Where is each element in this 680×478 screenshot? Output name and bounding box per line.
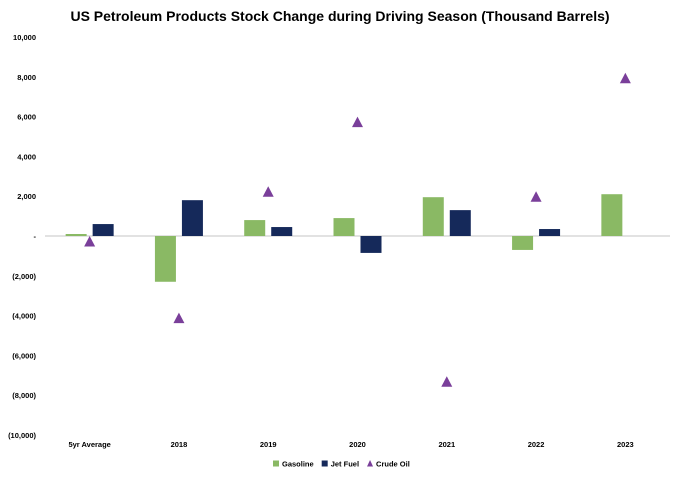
marker-crude-oil bbox=[352, 116, 363, 128]
bar-gasoline bbox=[601, 194, 623, 236]
y-tick-label: (10,000) bbox=[8, 431, 36, 440]
y-tick-label: 8,000 bbox=[17, 73, 36, 82]
x-tick-label: 2023 bbox=[617, 440, 634, 449]
markers bbox=[84, 72, 631, 387]
legend-swatch-crude-oil bbox=[367, 460, 374, 467]
legend-label-jet-fuel: Jet Fuel bbox=[331, 460, 359, 469]
y-tick-label: (6,000) bbox=[12, 351, 36, 360]
bar-gasoline bbox=[65, 234, 87, 236]
marker-crude-oil bbox=[619, 72, 631, 84]
y-tick-label: (2,000) bbox=[12, 272, 36, 281]
bar-jet-fuel bbox=[449, 210, 471, 236]
y-tick-label: 4,000 bbox=[17, 152, 36, 161]
x-tick-label: 2022 bbox=[528, 440, 545, 449]
legend: Gasoline Jet Fuel Crude Oil bbox=[273, 460, 410, 469]
legend-label-gasoline: Gasoline bbox=[282, 460, 314, 469]
y-tick-label: - bbox=[34, 232, 37, 241]
y-tick-label: (4,000) bbox=[12, 312, 36, 321]
y-tick-label: 6,000 bbox=[17, 113, 36, 122]
marker-crude-oil bbox=[84, 235, 96, 247]
x-tick-label: 2018 bbox=[171, 440, 188, 449]
x-tick-label: 2021 bbox=[438, 440, 455, 449]
y-tick-label: 10,000 bbox=[13, 33, 36, 42]
chart-title: US Petroleum Products Stock Change durin… bbox=[70, 8, 609, 24]
x-axis: 5yr Average 2018 2019 2020 2021 2022 2023 bbox=[68, 440, 633, 449]
bars bbox=[65, 194, 623, 282]
bar-jet-fuel bbox=[539, 229, 561, 236]
bar-jet-fuel bbox=[271, 227, 293, 236]
legend-label-crude-oil: Crude Oil bbox=[376, 460, 410, 469]
legend-swatch-jet-fuel bbox=[321, 460, 328, 467]
x-tick-label: 2020 bbox=[349, 440, 366, 449]
bar-gasoline bbox=[244, 220, 266, 236]
marker-crude-oil bbox=[530, 191, 542, 202]
bar-gasoline bbox=[512, 236, 534, 250]
marker-crude-oil bbox=[173, 312, 185, 324]
y-axis: 10,000 8,000 6,000 4,000 2,000 - (2,000) (4,000… bbox=[8, 33, 36, 440]
bar-gasoline bbox=[154, 236, 176, 282]
marker-crude-oil bbox=[441, 376, 453, 387]
y-tick-label: (8,000) bbox=[12, 391, 36, 400]
x-tick-label: 2019 bbox=[260, 440, 277, 449]
bar-jet-fuel bbox=[360, 236, 382, 253]
bar-gasoline bbox=[333, 218, 355, 236]
bar-gasoline bbox=[422, 197, 444, 236]
bar-jet-fuel bbox=[181, 200, 203, 236]
legend-swatch-gasoline bbox=[273, 460, 279, 467]
y-tick-label: 2,000 bbox=[17, 192, 36, 201]
marker-crude-oil bbox=[262, 186, 274, 197]
x-tick-label: 5yr Average bbox=[68, 440, 110, 449]
bar-jet-fuel bbox=[92, 224, 114, 236]
